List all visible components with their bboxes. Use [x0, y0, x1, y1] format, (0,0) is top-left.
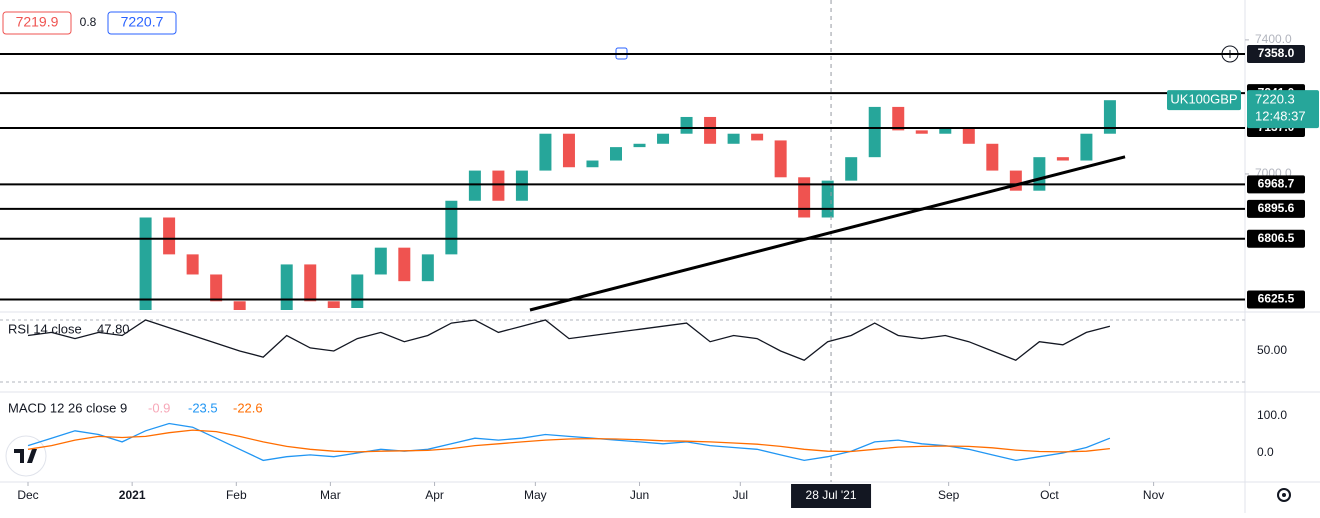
- level-label: 6625.5: [1258, 292, 1295, 306]
- y-tick-label: 7400.0: [1255, 32, 1292, 46]
- bid-box[interactable]: [2, 11, 72, 35]
- candle: [939, 127, 952, 134]
- candle: [468, 170, 481, 201]
- candle: [727, 133, 740, 144]
- spread: 0.8: [80, 15, 97, 29]
- candle: [704, 116, 717, 144]
- level-tag: [1247, 229, 1305, 248]
- candle: [139, 217, 152, 310]
- trendline: [529, 155, 1126, 312]
- last-price: 7220.3: [1255, 92, 1295, 107]
- candle: [515, 170, 528, 201]
- candle: [233, 301, 246, 310]
- candle: [304, 264, 317, 302]
- candle: [962, 127, 975, 144]
- x-tick-label: Oct: [1040, 488, 1059, 502]
- x-tick-label: Mar: [320, 488, 341, 502]
- price-pane: [139, 100, 1116, 341]
- candle: [657, 133, 670, 144]
- candle: [492, 170, 505, 201]
- macd-tick-label: 100.0: [1257, 408, 1287, 422]
- candle: [798, 177, 811, 218]
- x-tick-label: Jun: [630, 488, 649, 502]
- candle: [821, 180, 834, 218]
- candle: [257, 321, 269, 341]
- candle: [421, 254, 434, 282]
- candle: [539, 133, 552, 171]
- macd-legend-value: -23.5: [188, 400, 218, 415]
- crosshair-label: 28 Jul '21: [806, 488, 857, 502]
- x-tick-label: Jul: [733, 488, 748, 502]
- level-tag: [1247, 199, 1305, 218]
- symbol: UK100GBP: [1170, 92, 1237, 107]
- level-label: 6806.5: [1258, 231, 1295, 245]
- candle: [210, 274, 223, 302]
- macd-tick-label: 0.0: [1257, 445, 1274, 459]
- candle: [351, 274, 364, 308]
- candle: [562, 133, 575, 168]
- tradingview-logo[interactable]: [5, 435, 47, 477]
- macd-line: [27, 429, 1110, 453]
- level-label: 6895.6: [1258, 201, 1295, 215]
- level-label: 6968.7: [1258, 177, 1295, 191]
- candle: [845, 157, 858, 181]
- ask[interactable]: 7220.7: [121, 14, 164, 30]
- ask-box[interactable]: [107, 11, 177, 35]
- candle: [186, 254, 199, 275]
- settings-button[interactable]: [1277, 488, 1291, 502]
- level-tag: [1247, 44, 1305, 63]
- x-tick-label: Apr: [425, 488, 444, 502]
- crosshair-tag: [791, 484, 872, 508]
- candle: [374, 247, 387, 275]
- candle: [609, 147, 622, 161]
- level-tag: [1247, 175, 1305, 194]
- candle: [586, 160, 599, 168]
- x-tick-label: 2021: [119, 488, 146, 502]
- macd-legend-value: -0.9: [148, 400, 170, 415]
- x-tick-label: Feb: [226, 488, 247, 502]
- candle: [445, 200, 458, 255]
- rsi-legend-value: 47.80: [97, 321, 130, 336]
- candle: [398, 247, 411, 282]
- x-tick-label: Nov: [1143, 488, 1164, 502]
- bid[interactable]: 7219.9: [16, 14, 59, 30]
- macd-legend-name: MACD 12 26 close 9: [8, 400, 127, 415]
- candle: [774, 140, 787, 178]
- candle: [915, 130, 928, 134]
- candle: [986, 143, 999, 171]
- candle: [868, 106, 881, 158]
- candle: [680, 116, 693, 134]
- macd-line: [27, 422, 1111, 462]
- candle: [892, 106, 905, 131]
- candle: [327, 301, 340, 308]
- candle: [633, 143, 646, 148]
- macd-legend-value: -22.6: [233, 400, 263, 415]
- candle: [1033, 157, 1046, 191]
- x-tick-label: May: [524, 488, 547, 502]
- x-tick-label: Sep: [938, 488, 960, 502]
- x-tick-label: Dec: [17, 488, 38, 502]
- quote-box[interactable]: 7219.9 0.8 7220.7: [2, 11, 177, 35]
- rsi-line: [27, 319, 1111, 361]
- candle: [280, 264, 293, 310]
- candle: [751, 133, 764, 141]
- countdown: 12:48:37: [1255, 109, 1306, 124]
- last-price-line-mark: [1247, 90, 1319, 129]
- symbol-tag: [1167, 90, 1241, 111]
- candle: [1056, 157, 1069, 161]
- level-tag: [1247, 290, 1305, 309]
- candle: [1080, 133, 1093, 161]
- candle: [163, 217, 176, 255]
- candle: [1009, 170, 1022, 191]
- candle: [1103, 100, 1116, 134]
- rsi-tick-label: 50.00: [1257, 343, 1287, 357]
- rsi-legend-name: RSI 14 close: [8, 321, 82, 336]
- level-label: 7358.0: [1258, 46, 1295, 60]
